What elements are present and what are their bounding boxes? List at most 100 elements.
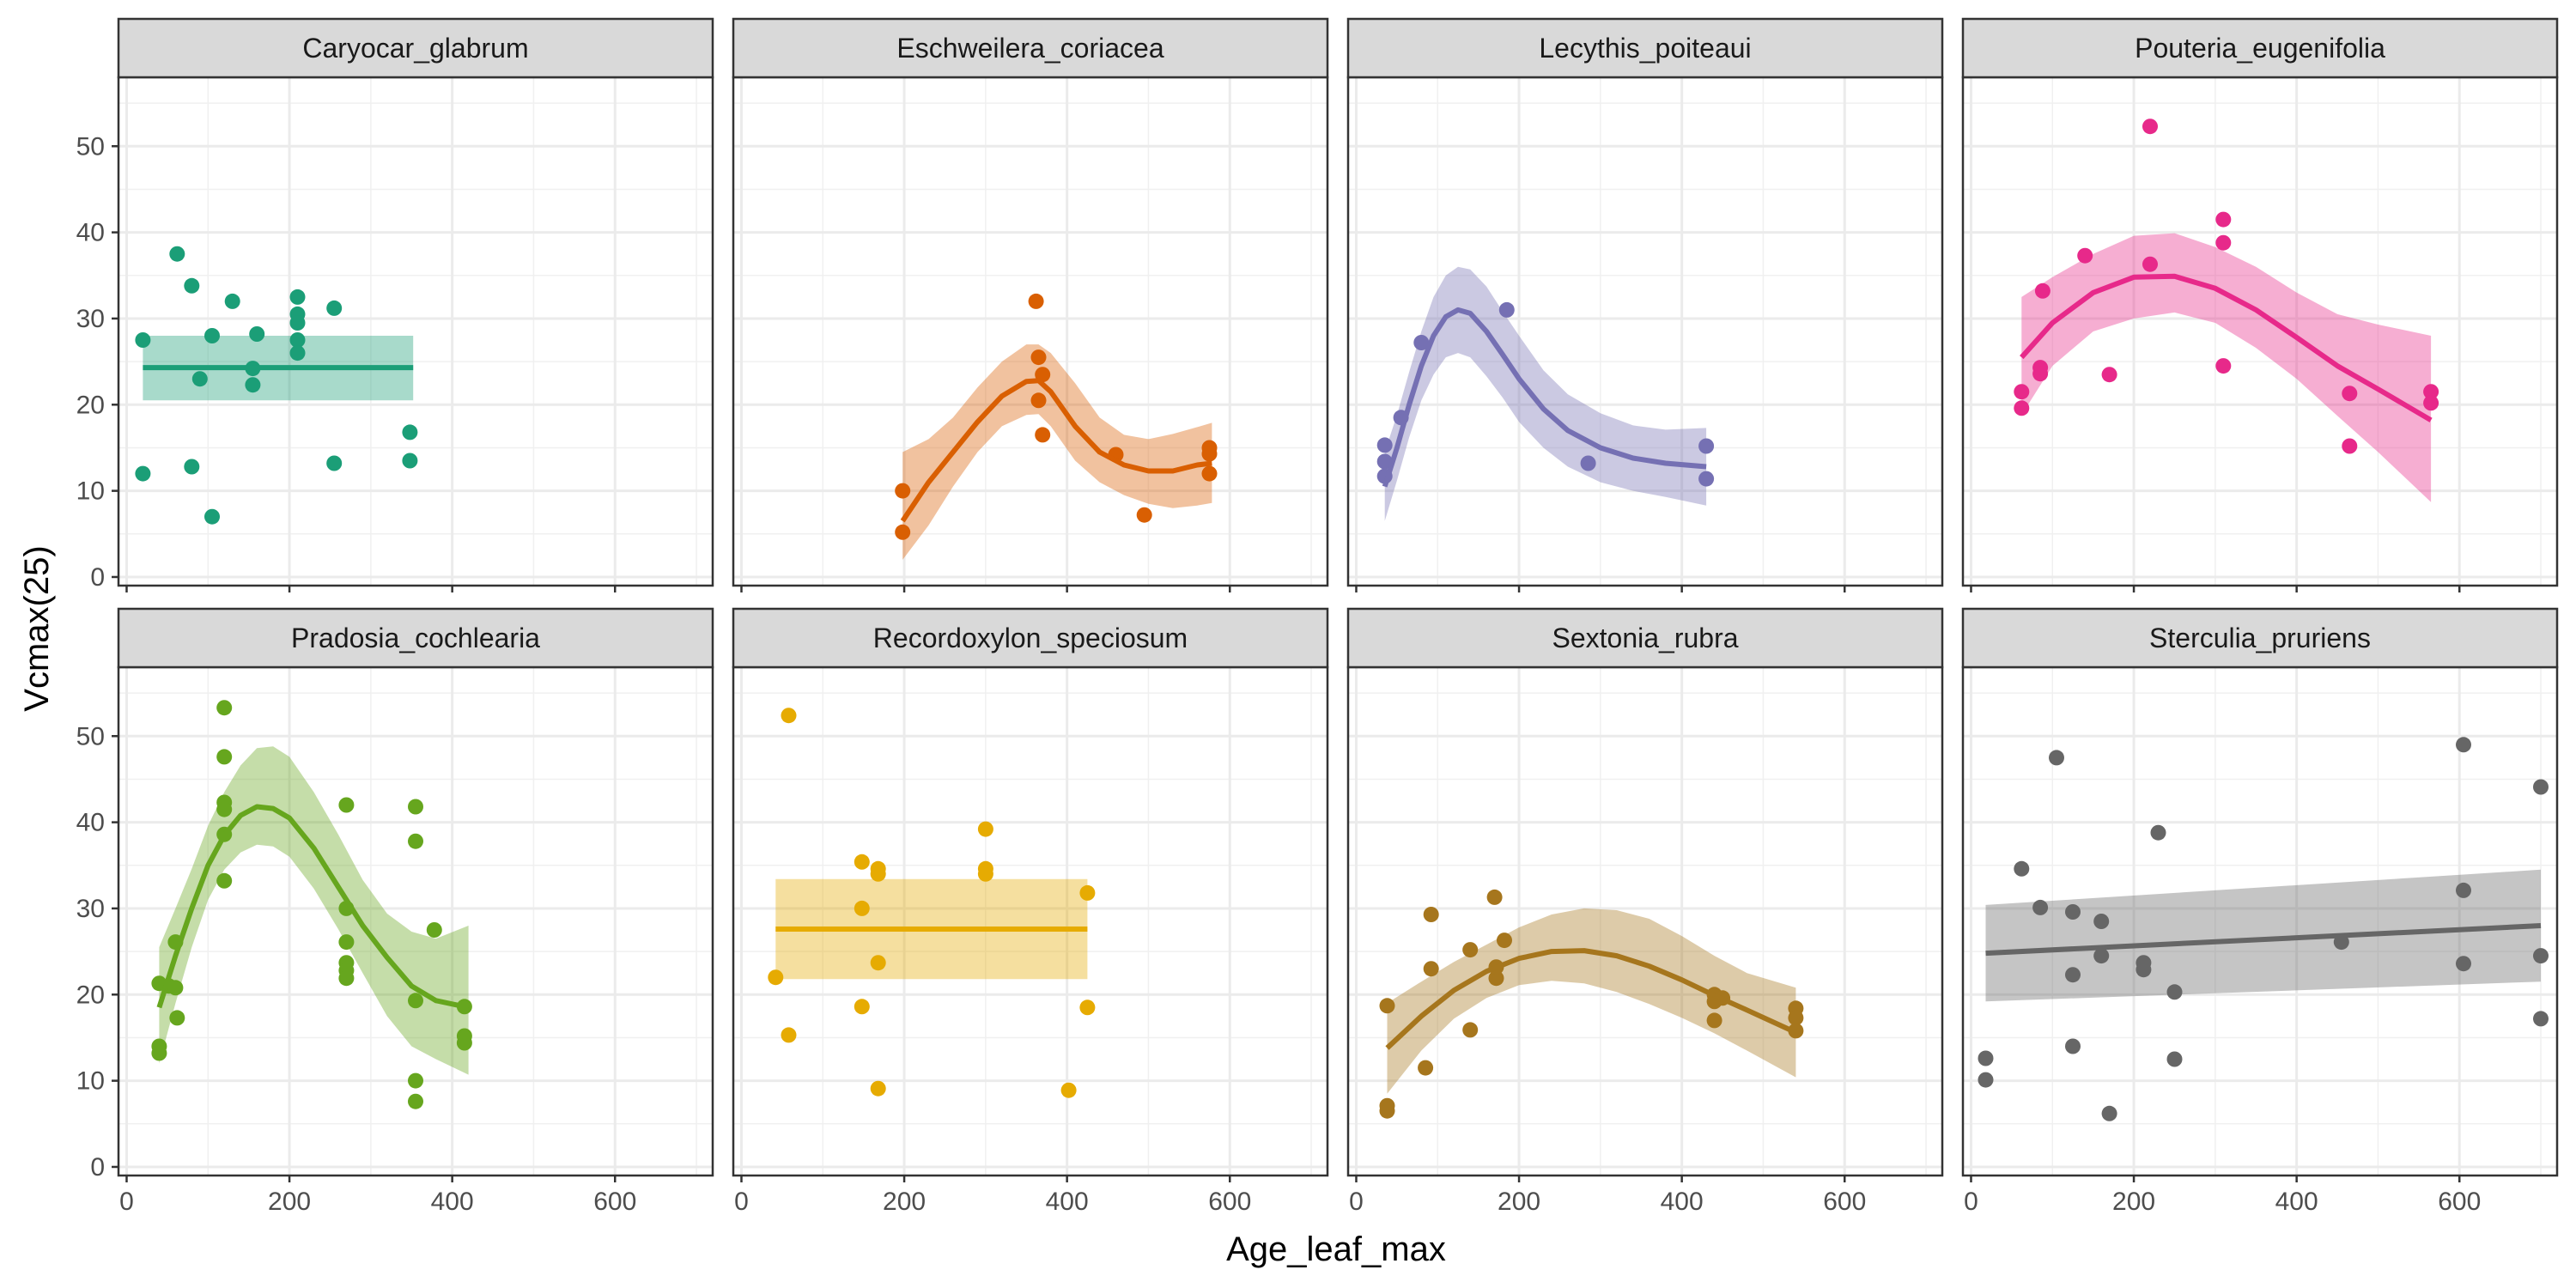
- facet-panel-sextonia-rubra: Sextonia_rubra 0 200 400 600: [1346, 607, 1944, 1216]
- data-point: [1201, 446, 1218, 462]
- y-tick-label: 50: [76, 132, 105, 161]
- data-point: [1418, 1060, 1434, 1076]
- data-point: [135, 332, 151, 348]
- data-point: [2166, 1051, 2183, 1067]
- confidence-band: [2021, 233, 2432, 502]
- x-tick-label: 600: [1208, 1188, 1251, 1216]
- data-point: [2065, 1038, 2081, 1054]
- data-point: [204, 328, 220, 343]
- facet-panel-pouteria-eugenifolia: Pouteria_eugenifolia: [1961, 17, 2559, 592]
- data-point: [2014, 384, 2030, 400]
- panel-background: [118, 667, 713, 1176]
- data-point: [870, 955, 886, 971]
- facet-strip: [1346, 17, 1944, 79]
- x-tick-label: 400: [431, 1188, 474, 1216]
- facet-strip-label: Sextonia_rubra: [1552, 623, 1738, 653]
- confidence-band: [1985, 869, 2541, 1002]
- data-point: [184, 277, 200, 294]
- data-point: [2215, 211, 2232, 228]
- facet-strip: [117, 17, 714, 79]
- x-tick-label: 0: [734, 1188, 749, 1216]
- smooth-line: [1385, 948, 1797, 1050]
- x-tick-label: 600: [2438, 1188, 2481, 1216]
- data-point: [2032, 899, 2049, 915]
- x-tick-label: 200: [1498, 1188, 1540, 1216]
- data-point: [402, 453, 418, 469]
- data-point: [1413, 335, 1430, 350]
- facet-panel-sterculia-pruriens: Sterculia_pruriens 0 200 400 600: [1961, 607, 2559, 1216]
- data-point: [2215, 358, 2232, 374]
- data-point: [402, 424, 418, 440]
- x-tick-label: 0: [1349, 1188, 1364, 1216]
- data-point: [216, 872, 233, 889]
- data-point: [2342, 438, 2358, 454]
- x-tick-label: 400: [2275, 1188, 2318, 1216]
- data-point: [1060, 1082, 1077, 1098]
- data-point: [2049, 750, 2064, 766]
- data-point: [289, 289, 306, 305]
- data-point: [781, 1027, 797, 1043]
- data-point: [1379, 1103, 1395, 1119]
- panel-background: [1348, 667, 1942, 1176]
- data-point: [2101, 367, 2117, 383]
- data-point: [408, 799, 423, 815]
- data-point: [1788, 1010, 1804, 1026]
- data-point: [426, 922, 442, 938]
- data-point: [1978, 1050, 1994, 1066]
- data-point: [408, 1072, 423, 1089]
- x-tick-label: 200: [268, 1188, 311, 1216]
- data-point: [1706, 1012, 1722, 1029]
- confidence-band: [1387, 908, 1796, 1094]
- facet-strip-label: Lecythis_poiteaui: [1539, 33, 1751, 64]
- data-point: [2032, 366, 2049, 382]
- data-point: [2215, 234, 2232, 251]
- data-point: [1423, 907, 1439, 922]
- y-tick-label: 0: [90, 1153, 105, 1182]
- data-point: [1035, 427, 1051, 443]
- data-point: [408, 833, 423, 849]
- x-tick-label: 200: [883, 1188, 926, 1216]
- data-point: [1486, 889, 1503, 905]
- facet-strip-label: Pouteria_eugenifolia: [2135, 33, 2385, 64]
- data-point: [326, 455, 343, 471]
- y-tick-label: 20: [76, 981, 105, 1009]
- data-point: [1423, 961, 1439, 977]
- facet-panel-pradosia-cochlearia: Pradosia_cochlearia 0 10 20 30 40 50 0 200 400 600: [76, 607, 714, 1216]
- y-tick-label: 10: [76, 1067, 105, 1096]
- data-point: [854, 854, 870, 870]
- data-point: [1462, 1022, 1479, 1038]
- x-tick-label: 200: [2112, 1188, 2155, 1216]
- data-point: [151, 1045, 167, 1061]
- data-point: [1462, 942, 1479, 958]
- y-tick-label: 40: [76, 809, 105, 837]
- data-point: [2342, 386, 2358, 402]
- panel-background: [733, 667, 1327, 1176]
- facet-strip-label: Caryocar_glabrum: [302, 33, 528, 64]
- panel-background: [1348, 77, 1942, 586]
- data-point: [2533, 948, 2549, 964]
- data-point: [2533, 779, 2549, 795]
- data-point: [2136, 962, 2152, 978]
- y-tick-label: 50: [76, 722, 105, 750]
- data-point: [2065, 967, 2081, 983]
- data-point: [2034, 283, 2050, 299]
- data-point: [1698, 438, 1715, 454]
- x-axis-title: Age_leaf_max: [1226, 1230, 1446, 1268]
- data-point: [2150, 824, 2166, 841]
- data-point: [338, 934, 355, 951]
- facet-strip-label: Recordoxylon_speciosum: [873, 623, 1188, 653]
- data-point: [1079, 999, 1096, 1016]
- facet-panel-eschweilera-coriacea: Eschweilera_coriacea: [732, 17, 1329, 592]
- smooth-line: [1985, 923, 2542, 957]
- data-point: [184, 459, 200, 475]
- data-point: [1030, 392, 1047, 409]
- data-point: [781, 708, 797, 724]
- data-point: [2014, 400, 2030, 416]
- data-point: [895, 524, 911, 540]
- data-point: [870, 1080, 886, 1097]
- data-point: [326, 300, 343, 316]
- data-point: [854, 999, 870, 1015]
- data-point: [191, 371, 208, 387]
- data-point: [1376, 437, 1393, 453]
- confidence-band: [902, 344, 1212, 560]
